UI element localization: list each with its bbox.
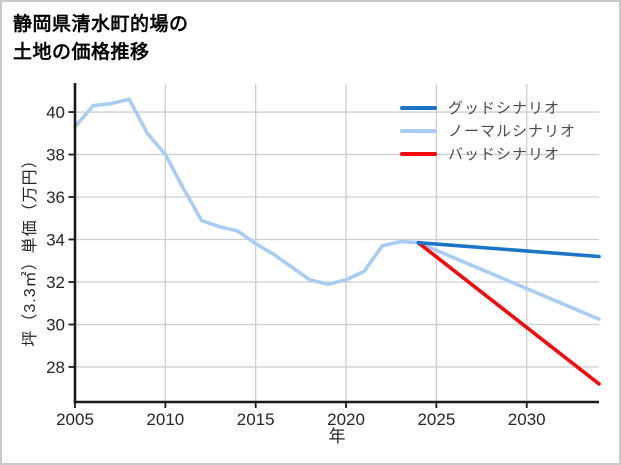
x-tick-label: 2020 [327, 410, 365, 429]
legend-item-bad: バッドシナリオ [400, 142, 576, 165]
y-tick-label: 38 [46, 146, 65, 165]
legend-label-normal: ノーマルシナリオ [448, 123, 577, 140]
y-tick-label: 30 [46, 315, 65, 334]
page-title-line1: 静岡県清水町的場の [13, 14, 189, 35]
x-axis-title: 年 [328, 427, 346, 446]
x-tick-label: 2010 [146, 410, 184, 429]
legend-label-bad: バッドシナリオ [448, 146, 561, 163]
y-tick-label: 40 [46, 103, 65, 122]
x-tick-label: 2030 [508, 410, 546, 429]
y-tick-label: 34 [46, 230, 65, 249]
bad-scenario-line-swatch [400, 151, 437, 156]
legend: グッドシナリオ ノーマルシナリオ バッドシナリオ [400, 96, 576, 165]
y-tick-label: 28 [46, 358, 65, 377]
page-title-line2: 土地の価格推移 [13, 42, 150, 63]
legend-label-good: グッドシナリオ [448, 100, 561, 117]
x-tick-label: 2005 [56, 410, 94, 429]
x-tick-label: 2015 [237, 410, 275, 429]
page-title: 静岡県清水町的場の 土地の価格推移 [13, 11, 189, 67]
normal-scenario-line-swatch [400, 128, 437, 133]
y-tick-label: 32 [46, 273, 65, 292]
y-tick-label: 36 [46, 188, 65, 207]
bad-scenario-line [416, 240, 601, 386]
legend-item-good: グッドシナリオ [400, 96, 576, 119]
good-scenario-line [416, 240, 601, 259]
y-axis-title: 坪（3.3㎡）単価（万円） [22, 151, 39, 347]
normal-scenario-line [73, 97, 601, 322]
x-tick-label: 2025 [417, 410, 455, 429]
legend-item-normal: ノーマルシナリオ [400, 119, 576, 142]
good-scenario-line-swatch [400, 105, 437, 110]
